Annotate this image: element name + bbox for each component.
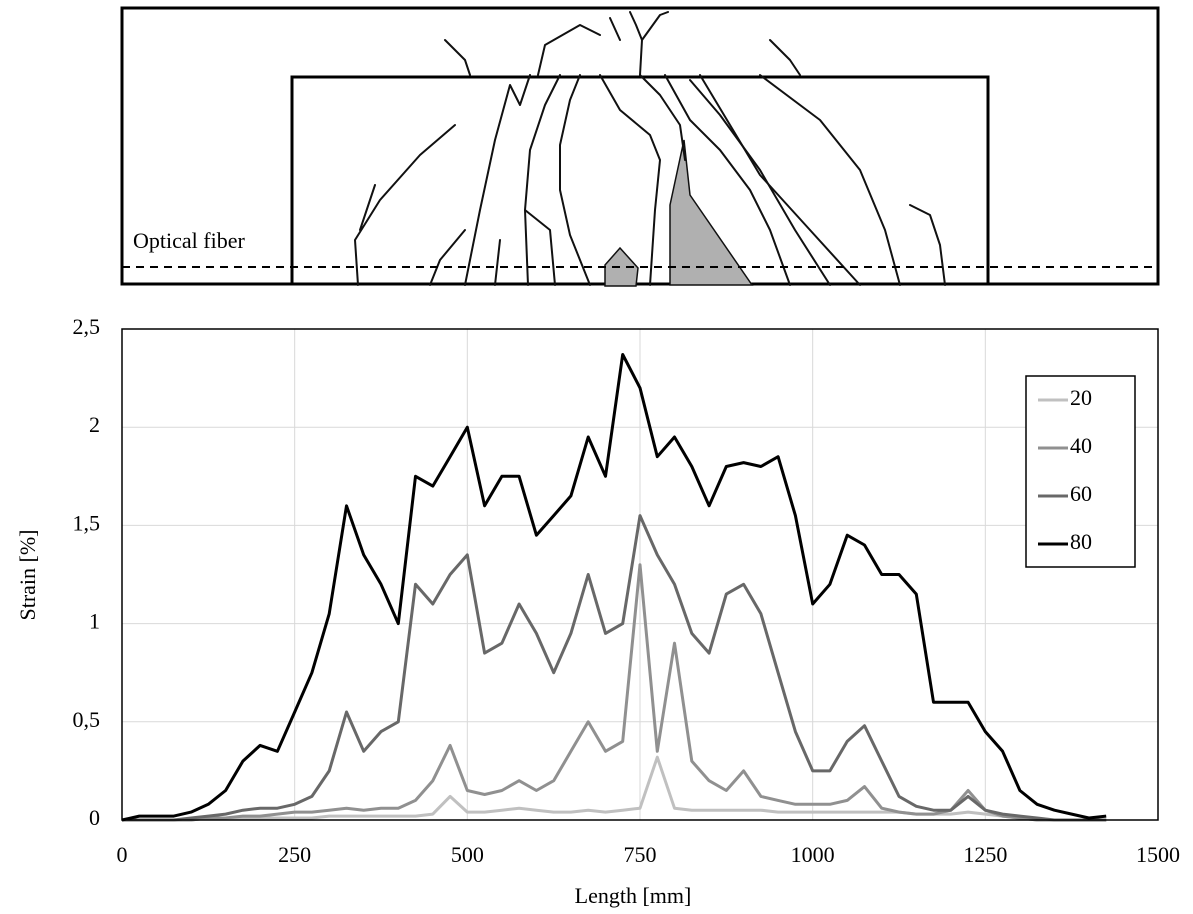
- line-series: [121, 353, 1107, 822]
- spalled-area: [669, 139, 754, 286]
- x-tick-label: 750: [624, 842, 657, 867]
- legend-label: 20: [1070, 385, 1092, 410]
- inner-frame: [290, 75, 990, 286]
- y-tick-label: 2,5: [73, 314, 101, 339]
- y-tick-label: 0,5: [73, 707, 101, 732]
- legend-label: 40: [1070, 433, 1092, 458]
- y-tick-label: 0: [89, 805, 100, 830]
- line-series: [122, 514, 1107, 822]
- fiber-label: Optical fiber: [133, 228, 245, 253]
- x-tick-label: 1500: [1136, 842, 1180, 867]
- outer-frame: [120, 6, 1160, 286]
- x-tick-label: 0: [117, 842, 128, 867]
- spalled-area: [604, 246, 639, 287]
- cracks: [354, 11, 946, 286]
- x-tick-label: 1250: [963, 842, 1007, 867]
- legend-label: 80: [1070, 529, 1092, 554]
- specimen-diagram: Optical fiber: [120, 6, 1160, 287]
- y-tick-label: 1: [89, 609, 100, 634]
- x-tick-label: 250: [278, 842, 311, 867]
- y-axis-label: Strain [%]: [15, 529, 40, 620]
- y-tick-label: 1,5: [73, 510, 101, 535]
- legend-box: [1025, 375, 1136, 568]
- legend-label: 60: [1070, 481, 1092, 506]
- plot-frame: [121, 328, 1159, 821]
- y-tick-label: 2: [89, 412, 100, 437]
- x-axis-label: Length [mm]: [575, 883, 692, 908]
- line-series: [122, 755, 1107, 822]
- line-series: [122, 563, 1107, 822]
- x-tick-label: 500: [451, 842, 484, 867]
- x-tick-label: 1000: [791, 842, 835, 867]
